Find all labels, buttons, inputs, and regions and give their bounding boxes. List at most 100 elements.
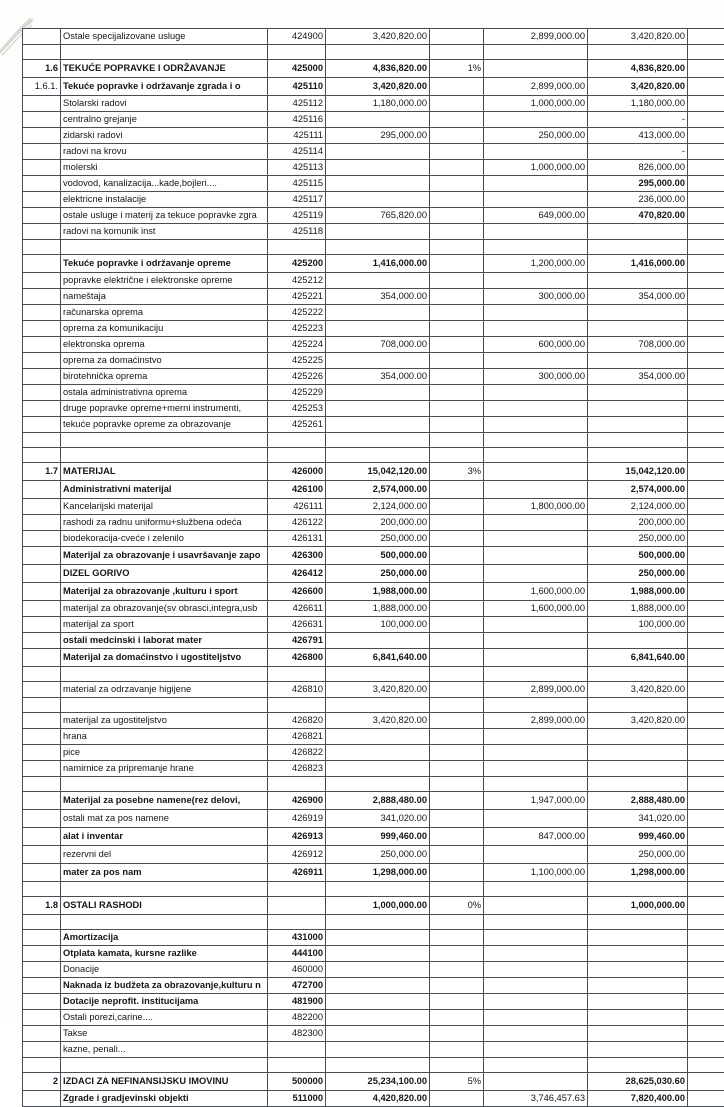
cell-rowno <box>23 499 61 515</box>
cell-desc: Materijal za domaćinstvo i ugostiteljstv… <box>61 649 268 667</box>
cell-rowno <box>23 846 61 864</box>
cell-rowno <box>23 777 61 792</box>
cell-code: 425112 <box>268 96 326 112</box>
cell-v2 <box>484 915 588 930</box>
table-row: 1.6.1.Tekuće popravke i održavanje zgrad… <box>23 78 724 96</box>
cell-pct <box>430 224 484 240</box>
cell-desc: Materijal za obrazovanje ,kulturu i spor… <box>61 583 268 601</box>
cell-rowno <box>23 417 61 433</box>
cell-code: 500000 <box>268 1073 326 1091</box>
cell-v1: 4,420,820.00 <box>326 1091 430 1107</box>
cell-v2 <box>484 1042 588 1058</box>
cell-v1 <box>326 224 430 240</box>
cell-v2 <box>484 777 588 792</box>
cell-v4: 6,627,457.63 <box>688 1091 724 1107</box>
cell-v4 <box>688 385 724 401</box>
cell-v1 <box>326 962 430 978</box>
cell-rowno <box>23 176 61 192</box>
cell-pct <box>430 745 484 761</box>
cell-desc: Materijal za posebne namene(rez delovi, <box>61 792 268 810</box>
cell-v3 <box>588 633 688 649</box>
cell-v2 <box>484 60 588 78</box>
cell-v1: 250,000.00 <box>326 531 430 547</box>
cell-pct <box>430 96 484 112</box>
cell-v4 <box>688 353 724 369</box>
cell-pct <box>430 192 484 208</box>
cell-v3: - <box>588 112 688 128</box>
cell-rowno <box>23 633 61 649</box>
cell-pct <box>430 946 484 962</box>
cell-code: 424900 <box>268 29 326 45</box>
cell-v2: 300,000.00 <box>484 289 588 305</box>
cell-v3: 6,841,640.00 <box>588 649 688 667</box>
cell-rowno <box>23 864 61 882</box>
cell-code: 425229 <box>268 385 326 401</box>
cell-rowno <box>23 289 61 305</box>
cell-v1: 1,000,000.00 <box>326 897 430 915</box>
cell-pct <box>430 385 484 401</box>
cell-rowno <box>23 1058 61 1073</box>
cell-desc: alat i inventar <box>61 828 268 846</box>
cell-v2 <box>484 565 588 583</box>
cell-v1 <box>326 45 430 60</box>
cell-v3: 500,000.00 <box>588 547 688 565</box>
cell-pct <box>430 547 484 565</box>
cell-rowno <box>23 978 61 994</box>
cell-rowno <box>23 882 61 897</box>
table-row <box>23 698 724 713</box>
table-row: vodovod, kanalizacija...kade,bojleri....… <box>23 176 724 192</box>
cell-code: 482300 <box>268 1026 326 1042</box>
cell-v1 <box>326 192 430 208</box>
cell-code: 426131 <box>268 531 326 547</box>
cell-pct: 5% <box>430 1073 484 1091</box>
cell-desc: Ostali porezi,carine.... <box>61 1010 268 1026</box>
table-row: druge popravke opreme+merni instrumenti,… <box>23 401 724 417</box>
cell-v2: 1,947,000.00 <box>484 792 588 810</box>
table-row: rashodi za radnu uniformu+službena odeća… <box>23 515 724 531</box>
cell-desc: oprema za domaćinstvo <box>61 353 268 369</box>
cell-v3: 2,888,480.00 <box>588 792 688 810</box>
cell-v4 <box>688 565 724 583</box>
cell-rowno <box>23 1010 61 1026</box>
cell-code: 425113 <box>268 160 326 176</box>
table-row: materijal za obrazovanje(sv obrasci,inte… <box>23 601 724 617</box>
cell-pct <box>430 713 484 729</box>
table-row <box>23 915 724 930</box>
cell-v1 <box>326 698 430 713</box>
cell-v3: 708,000.00 <box>588 337 688 353</box>
cell-pct <box>430 128 484 144</box>
cell-desc: Amortizacija <box>61 930 268 946</box>
cell-code: 425110 <box>268 78 326 96</box>
cell-rowno <box>23 273 61 289</box>
cell-v3 <box>588 321 688 337</box>
cell-v1: 25,234,100.00 <box>326 1073 430 1091</box>
cell-code: 426810 <box>268 682 326 698</box>
cell-v2 <box>484 1058 588 1073</box>
cell-v1 <box>326 112 430 128</box>
cell-v3: 3,420,820.00 <box>588 713 688 729</box>
cell-v2 <box>484 1026 588 1042</box>
cell-code <box>268 1042 326 1058</box>
cell-v1: 1,180,000.00 <box>326 96 430 112</box>
cell-v4: 1,200,000.00 <box>688 255 724 273</box>
cell-pct <box>430 930 484 946</box>
cell-rowno <box>23 160 61 176</box>
table-row <box>23 433 724 448</box>
cell-v4: 399,000.00 <box>688 208 724 224</box>
cell-desc <box>61 698 268 713</box>
cell-v4 <box>688 144 724 160</box>
cell-rowno <box>23 448 61 463</box>
cell-v3: 7,820,400.00 <box>588 1091 688 1107</box>
cell-v3: 15,042,120.00 <box>588 463 688 481</box>
cell-rowno <box>23 531 61 547</box>
cell-rowno <box>23 401 61 417</box>
